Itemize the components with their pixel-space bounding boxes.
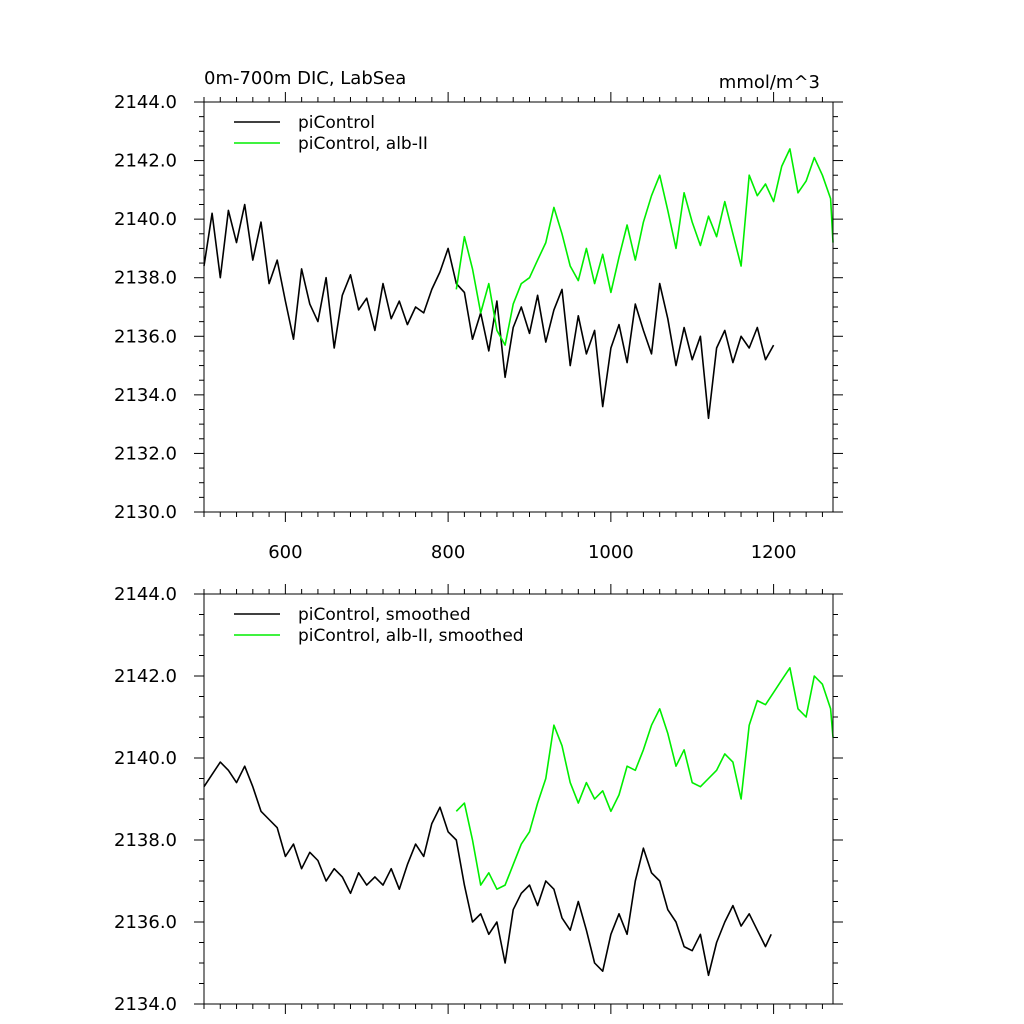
y-tick-label: 2140.0 [114,748,177,769]
axis-ticks-top: 600 800 1000 1200 2130.0 2132.0 2134.0 2136.0 21… [114,92,843,563]
axis-ticks-bottom: 2134.0 2136.0 2138.0 2140.0 2142.0 2144.0 [114,584,843,1015]
series-line-black [203,761,772,977]
legend-label: piControl, alb-II, smoothed [298,626,524,646]
chart-title: 0m-700m DIC, LabSea [204,68,406,89]
series-line-green [455,666,834,891]
legend-label: piControl, smoothed [298,605,471,625]
y-tick-label: 2142.0 [114,151,177,172]
y-tick-label: 2142.0 [114,666,177,687]
x-tick-label: 1200 [751,542,797,563]
chart-panel-bottom: 2134.0 2136.0 2138.0 2140.0 2142.0 2144.0 piC… [114,584,843,1015]
x-tick-label: 600 [268,542,302,563]
x-tick-label: 800 [431,542,465,563]
series-lines-bottom [203,666,834,977]
legend-label: piControl [298,113,375,133]
legend-label: piControl, alb-II [298,134,428,154]
y-tick-label: 2138.0 [114,268,177,289]
chart-panel-top: 0m-700m DIC, LabSea mmol/m^3 600 800 1000 1… [114,68,843,563]
series-line-green [455,148,834,346]
y-tick-label: 2136.0 [114,326,177,347]
y-tick-label: 2144.0 [114,584,177,605]
y-tick-label: 2138.0 [114,830,177,851]
series-line-black [203,203,775,420]
y-tick-label: 2144.0 [114,92,177,113]
y-tick-label: 2136.0 [114,912,177,933]
y-tick-label: 2130.0 [114,502,177,523]
x-tick-label: 1000 [588,542,634,563]
plot-frame-bottom [203,593,834,1005]
y-tick-label: 2134.0 [114,994,177,1015]
plot-frame-top [203,101,834,513]
y-tick-label: 2140.0 [114,209,177,230]
units-label: mmol/m^3 [719,72,820,93]
series-lines-top [203,148,834,420]
y-tick-label: 2134.0 [114,385,177,406]
y-tick-label: 2132.0 [114,443,177,464]
